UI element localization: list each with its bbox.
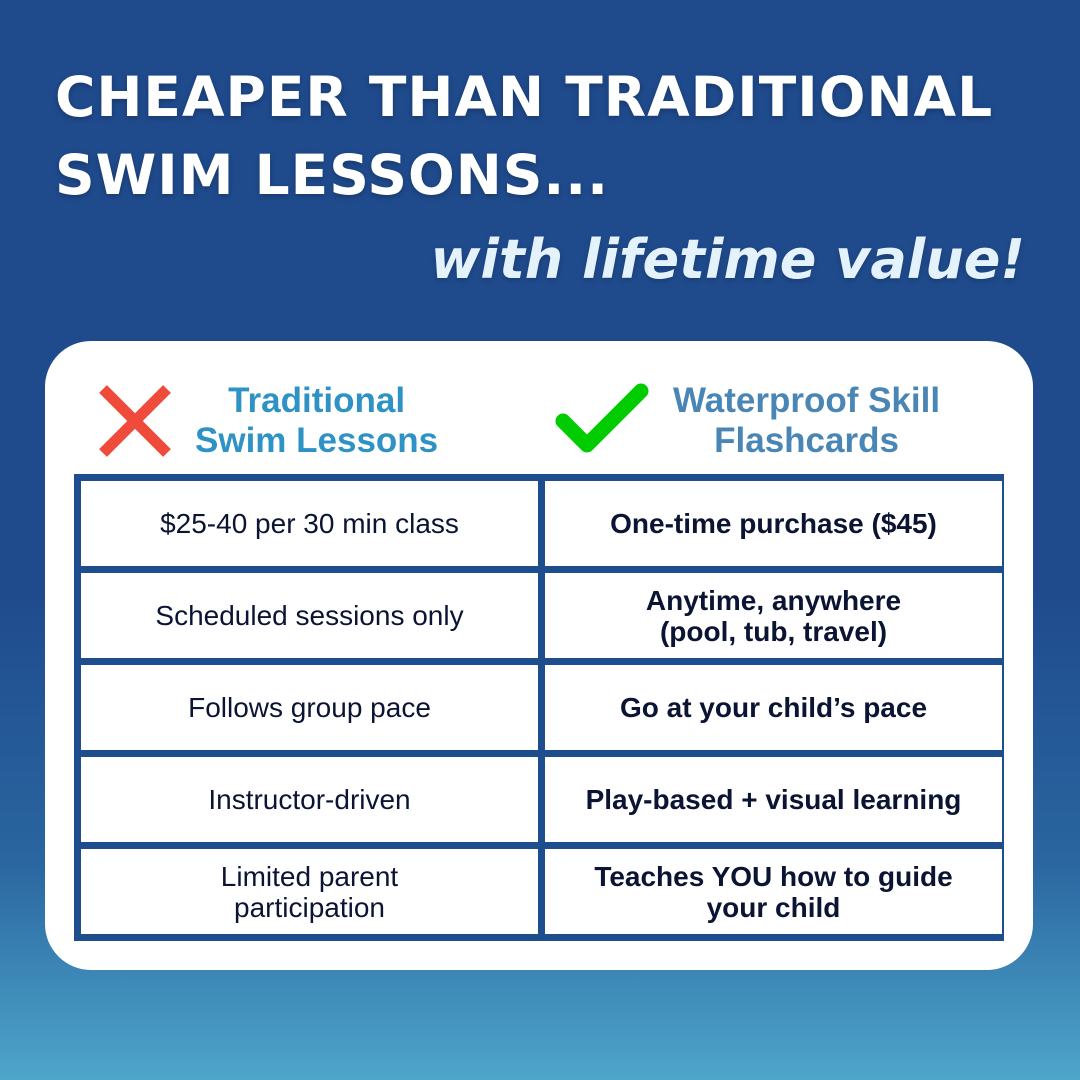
headline-line-1: CHEAPER THAN TRADITIONAL [55, 65, 994, 129]
flashcards-cell: One-time purchase ($45) [545, 481, 1002, 566]
flashcards-cell: Go at your child’s pace [545, 665, 1002, 750]
traditional-heading: Traditional Swim Lessons [97, 371, 438, 471]
x-icon [99, 385, 171, 457]
traditional-cell: $25-40 per 30 min class [81, 481, 538, 566]
flashcards-heading: Waterproof Skill Flashcards [553, 371, 940, 471]
comparison-card: Traditional Swim Lessons Waterproof Skill… [45, 341, 1033, 970]
traditional-cell: Follows group pace [81, 665, 538, 750]
flashcards-cell: Teaches YOU how to guide your child [545, 849, 1002, 934]
flashcards-cell: Play-based + visual learning [545, 757, 1002, 842]
heading-line: Waterproof Skill [673, 381, 941, 420]
heading-line: Flashcards [714, 421, 899, 460]
heading-line: Traditional [228, 381, 406, 420]
subheadline: with lifetime value! [430, 228, 1025, 291]
heading-line: Swim Lessons [195, 421, 439, 460]
traditional-cell: Limited parent participation [81, 849, 538, 934]
traditional-cell: Instructor-driven [81, 757, 538, 842]
headline: CHEAPER THAN TRADITIONAL SWIM LESSONS... [55, 58, 993, 214]
headline-line-2: SWIM LESSONS... [55, 143, 610, 207]
traditional-cell: Scheduled sessions only [81, 573, 538, 658]
check-icon [555, 383, 649, 453]
flashcards-cell: Anytime, anywhere (pool, tub, travel) [545, 573, 1002, 658]
comparison-table: $25-40 per 30 min class One-time purchas… [74, 474, 1004, 941]
